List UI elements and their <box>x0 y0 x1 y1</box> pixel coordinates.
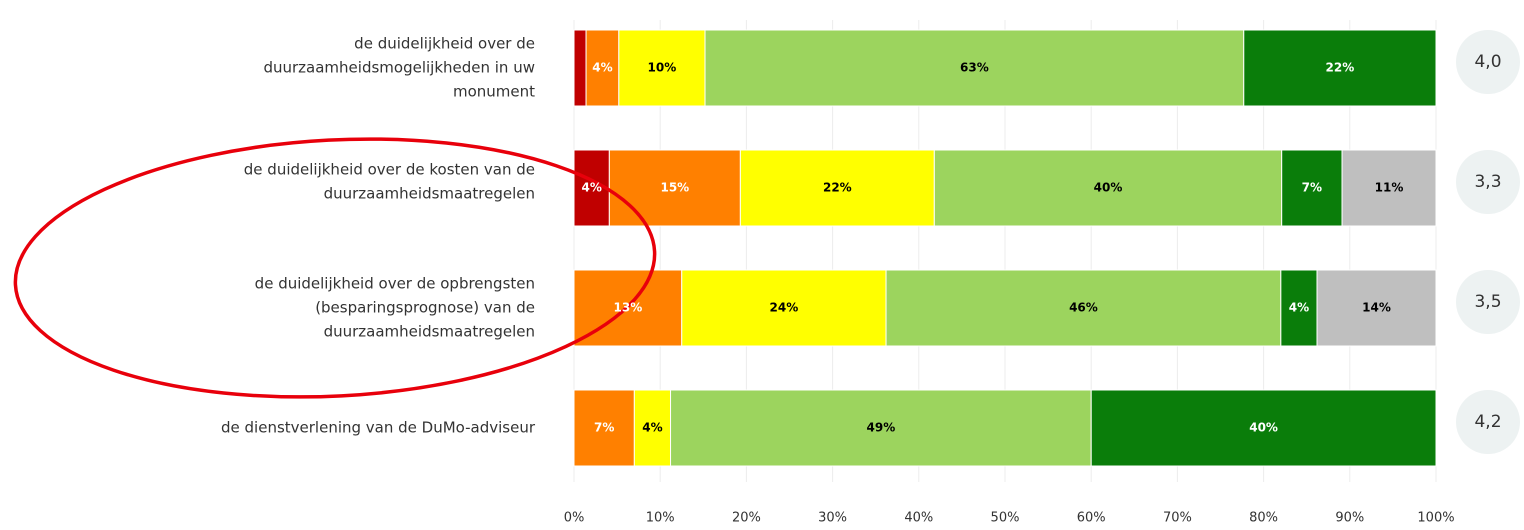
segment-label: 4% <box>592 61 612 75</box>
bar-segment <box>1281 149 1343 227</box>
average-badge <box>1456 30 1520 94</box>
category-label: de duidelijkheid over de <box>354 35 535 53</box>
bar-segment <box>573 29 587 107</box>
bar-segment <box>633 389 672 467</box>
bar-segment <box>1341 149 1437 227</box>
segment-label: 7% <box>1302 181 1322 195</box>
segment-label: 4% <box>1289 301 1309 315</box>
x-tick-label: 50% <box>991 511 1020 526</box>
average-label: 3,3 <box>1474 172 1501 192</box>
bar-segment <box>885 269 1282 347</box>
segment-label: 46% <box>1069 301 1098 315</box>
segment-label: 49% <box>867 421 896 435</box>
category-label: de dienstverlening van de DuMo-adviseur <box>221 419 536 437</box>
segment-label: 40% <box>1094 181 1123 195</box>
bar-segment <box>670 389 1092 467</box>
bar-segment <box>1243 29 1437 107</box>
x-tick-label: 100% <box>1417 511 1454 526</box>
x-tick-label: 40% <box>904 511 933 526</box>
segment-label: 7% <box>594 421 614 435</box>
segment-label: 15% <box>660 181 689 195</box>
category-label: monument <box>453 83 535 101</box>
segment-label: 63% <box>960 61 989 75</box>
highlight-ellipse <box>13 137 657 399</box>
segment-label: 13% <box>614 301 643 315</box>
x-tick-label: 20% <box>732 511 761 526</box>
average-label: 4,0 <box>1474 52 1501 72</box>
bar-segment <box>1090 389 1437 467</box>
bar-segment <box>573 389 635 467</box>
category-label: duurzaamheidsmaatregelen <box>324 323 535 341</box>
x-tick-label: 0% <box>564 511 585 526</box>
bar-segment <box>933 149 1283 227</box>
average-badge <box>1456 150 1520 214</box>
segment-label: 22% <box>823 181 852 195</box>
x-tick-label: 80% <box>1249 511 1278 526</box>
x-tick-label: 90% <box>1335 511 1364 526</box>
bar-segment <box>704 29 1245 107</box>
segment-label: 24% <box>770 301 799 315</box>
bar-segment <box>681 269 887 347</box>
category-label: duurzaamheidsmaatregelen <box>324 185 535 203</box>
category-label: de duidelijkheid over de kosten van de <box>244 161 535 179</box>
segment-label: 10% <box>648 61 677 75</box>
category-label: (besparingsprognose) van de <box>315 299 535 317</box>
segment-label: 11% <box>1375 181 1404 195</box>
x-tick-label: 30% <box>818 511 847 526</box>
average-label: 3,5 <box>1474 292 1501 312</box>
average-label: 4,2 <box>1474 412 1501 432</box>
bar-segment <box>739 149 935 227</box>
bar-segment <box>1280 269 1318 347</box>
segment-label: 14% <box>1362 301 1391 315</box>
category-label: duurzaamheidsmogelijkheden in uw <box>263 59 535 77</box>
average-badge <box>1456 270 1520 334</box>
x-tick-label: 10% <box>646 511 675 526</box>
x-tick-label: 70% <box>1163 511 1192 526</box>
x-tick-label: 60% <box>1077 511 1106 526</box>
segment-label: 4% <box>581 181 601 195</box>
bar-segment <box>1316 269 1437 347</box>
bar-segment <box>608 149 741 227</box>
category-label: de duidelijkheid over de opbrengsten <box>255 275 535 293</box>
average-badge <box>1456 390 1520 454</box>
segment-label: 22% <box>1326 61 1355 75</box>
segment-label: 4% <box>642 421 662 435</box>
segment-label: 40% <box>1249 421 1278 435</box>
marks <box>573 29 1437 467</box>
